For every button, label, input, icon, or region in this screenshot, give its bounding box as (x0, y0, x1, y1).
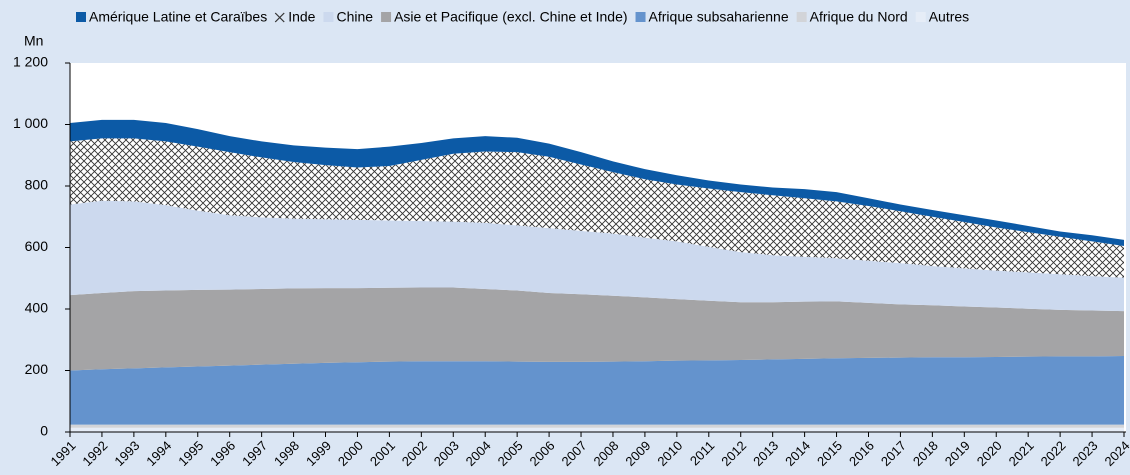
legend-swatch (635, 12, 646, 22)
x-tick-label: 1993 (111, 438, 142, 469)
x-tick-label: 2019 (942, 438, 973, 469)
x-tick-label: 2010 (654, 438, 685, 469)
x-tick-label: 2006 (527, 438, 558, 469)
x-tick-label: 1991 (47, 438, 78, 469)
y-tick-label: 600 (25, 238, 49, 254)
x-tick-label: 2002 (399, 438, 430, 469)
legend-label: Afrique subsaharienne (649, 9, 789, 25)
x-tick-label: 2024 (1101, 438, 1130, 469)
x-tick-label: 2014 (782, 438, 813, 469)
area (70, 287, 1124, 371)
x-tick-label: 1994 (143, 438, 174, 469)
y-tick-label: 1 200 (13, 54, 48, 70)
x-tick-label: 2008 (590, 438, 621, 469)
x-tick-label: 2009 (622, 438, 653, 469)
legend-swatch (274, 12, 285, 23)
x-tick-label: 2012 (718, 438, 749, 469)
y-axis-label: Mn (24, 33, 43, 49)
area (70, 119, 1124, 246)
legend-swatch (76, 12, 86, 22)
x-tick-label: 2007 (559, 438, 590, 469)
x-tick-label: 2023 (1070, 438, 1101, 469)
legend-label: Afrique du Nord (810, 9, 908, 25)
x-tick-label: 2015 (814, 438, 845, 469)
legend-swatch (796, 12, 807, 22)
x-tick-label: 1992 (79, 438, 110, 469)
legend-swatch (915, 12, 926, 22)
x-tick-label: 1997 (239, 438, 270, 469)
x-tick-label: 1995 (175, 438, 206, 469)
y-tick-label: 400 (25, 300, 49, 316)
x-tick-label: 2020 (974, 438, 1005, 469)
x-tick-label: 2016 (846, 438, 877, 469)
y-tick-label: 0 (40, 423, 48, 439)
area (70, 424, 1124, 428)
x-tick-label: 2022 (1038, 438, 1069, 469)
legend-label: Amérique Latine et Caraïbes (89, 9, 267, 25)
legend-label: Autres (929, 9, 969, 25)
x-tick-label: 1998 (271, 438, 302, 469)
x-tick-label: 1999 (303, 438, 334, 469)
x-tick-label: 2000 (335, 438, 366, 469)
y-tick-label: 200 (25, 361, 49, 377)
x-tick-label: 2017 (878, 438, 909, 469)
legend-swatch (323, 12, 334, 22)
x-tick-label: 1996 (207, 438, 238, 469)
area (70, 427, 1124, 432)
x-tick-label: 2003 (431, 438, 462, 469)
x-tick-label: 2021 (1006, 438, 1037, 469)
x-tick-label: 2011 (687, 438, 717, 468)
x-tick-label: 2001 (367, 438, 398, 469)
legend-label: Inde (288, 9, 315, 25)
x-tick-label: 2018 (910, 438, 941, 469)
legend-label: Chine (336, 9, 373, 25)
area (70, 200, 1124, 312)
x-tick-label: 2004 (463, 438, 494, 469)
x-tick-label: 2013 (750, 438, 781, 469)
y-tick-label: 800 (25, 177, 49, 193)
y-tick-label: 1 000 (13, 115, 48, 131)
area (70, 356, 1124, 425)
legend-label: Asie et Pacifique (excl. Chine et Inde) (394, 9, 627, 25)
area (70, 138, 1124, 278)
x-tick-label: 2005 (495, 438, 526, 469)
legend-swatch (381, 12, 392, 22)
